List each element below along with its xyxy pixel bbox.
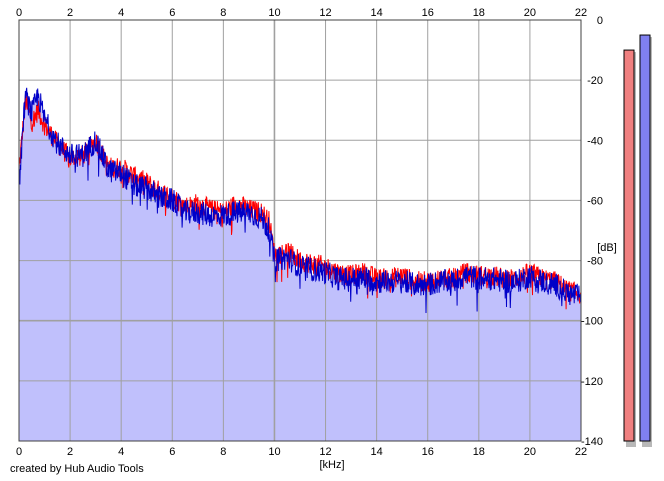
x-tick-label-bottom: 0 [16,446,22,458]
x-tick-label-top: 4 [118,7,124,19]
x-tick-label-top: 12 [319,7,331,19]
x-tick-label-top: 20 [524,7,536,19]
y-tick-label: -100 [581,316,603,328]
y-tick-label: -40 [587,135,603,147]
y-tick-label: -60 [587,195,603,207]
y-axis-label: [dB] [597,242,617,254]
x-tick-label-bottom: 12 [319,446,331,458]
x-tick-label-bottom: 10 [268,446,280,458]
plot-border [18,19,582,442]
x-tick-label-bottom: 6 [169,446,175,458]
x-tick-label-top: 16 [422,7,434,19]
x-tick-label-bottom: 20 [524,446,536,458]
x-tick-label-top: 2 [67,7,73,19]
credit-text: created by Hub Audio Tools [10,463,144,475]
x-tick-label-bottom: 16 [422,446,434,458]
x-tick-label-bottom: 4 [118,446,124,458]
x-tick-label-top: 10 [268,7,280,19]
level-meters [623,34,652,448]
x-tick-label-bottom: 14 [371,446,383,458]
level-meter-bar [623,49,635,442]
y-tick-label: 0 [597,15,603,27]
tick-labels: 0 2 4 6 8 10 12 14 16 18 20 22 0 2 4 6 8 10 12 14 16 18 20 22 0 -… [16,7,617,471]
x-tick-label-bottom: 22 [575,446,587,458]
y-tick-label: -120 [581,376,603,388]
y-tick-label: -20 [587,75,603,87]
plot-area [18,19,582,442]
x-tick-label-bottom: 18 [473,446,485,458]
x-tick-label-top: 6 [169,7,175,19]
x-tick-label-top: 18 [473,7,485,19]
y-tick-label: -80 [587,256,603,268]
y-tick-label: -140 [581,436,603,448]
x-tick-label-top: 14 [371,7,383,19]
x-tick-label-bottom: 8 [220,446,226,458]
x-tick-label-top: 22 [575,7,587,19]
level-meter-bar [639,34,651,442]
spectrum-fill [19,87,581,442]
x-tick-label-bottom: 2 [67,446,73,458]
x-tick-label-top: 8 [220,7,226,19]
series-line-blue [18,87,582,314]
x-tick-label-top: 0 [16,7,22,19]
x-axis-label: [kHz] [319,459,344,471]
